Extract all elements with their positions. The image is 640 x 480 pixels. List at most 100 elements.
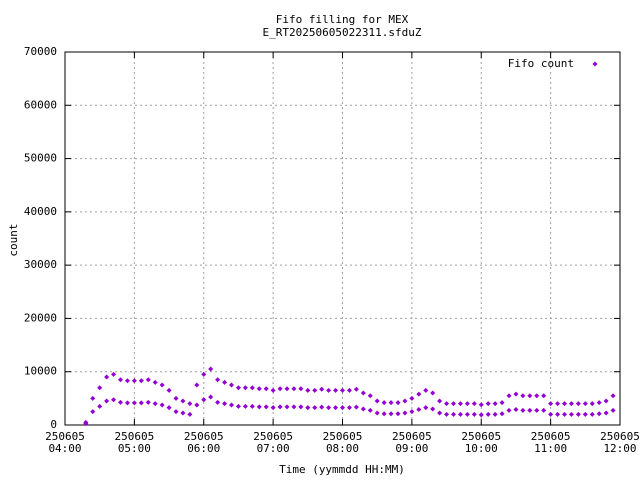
data-point <box>83 421 89 427</box>
x-tick-label: 250605 10:00 <box>461 430 501 455</box>
data-point <box>596 411 602 417</box>
data-point <box>541 407 547 413</box>
data-point <box>277 386 283 392</box>
data-point <box>610 407 616 413</box>
x-tick-label: 250605 05:00 <box>115 430 155 455</box>
data-point <box>589 411 595 417</box>
y-tick-label: 60000 <box>24 98 57 111</box>
data-point <box>124 400 130 406</box>
data-point <box>131 378 137 384</box>
data-point <box>381 411 387 417</box>
data-point <box>256 386 262 392</box>
data-point <box>423 405 429 411</box>
data-point <box>229 382 234 388</box>
y-axis-label: count <box>7 223 20 256</box>
data-point <box>215 377 221 383</box>
data-point <box>118 399 123 405</box>
data-point <box>298 386 304 392</box>
data-point <box>360 406 366 412</box>
data-point <box>409 409 415 415</box>
x-tick-label-line: 250605 <box>461 430 501 443</box>
data-point <box>166 387 172 393</box>
data-point <box>555 411 561 417</box>
data-point <box>471 401 477 407</box>
data-point <box>499 400 505 406</box>
x-tick-label-line: 250605 <box>45 430 85 443</box>
data-point <box>104 398 110 404</box>
data-point <box>159 382 165 388</box>
x-tick-label: 250605 06:00 <box>184 430 224 455</box>
plot-frame <box>64 51 621 426</box>
data-point <box>291 386 297 392</box>
data-point <box>312 387 318 393</box>
data-point <box>270 405 276 411</box>
data-point <box>568 401 574 407</box>
data-point <box>104 374 110 380</box>
data-point <box>173 395 179 401</box>
data-point <box>374 398 380 404</box>
data-point <box>513 407 519 413</box>
data-point <box>534 407 540 413</box>
x-tick-label: 250605 09:00 <box>392 430 432 455</box>
data-point <box>340 387 345 393</box>
data-point <box>173 409 179 415</box>
data-point <box>145 399 151 405</box>
data-point <box>548 411 554 417</box>
data-point <box>90 395 96 401</box>
data-point <box>346 387 352 393</box>
y-tick-label: 10000 <box>24 365 57 378</box>
data-point <box>305 405 311 411</box>
x-axis-label: Time (yymmdd HH:MM) <box>279 463 405 476</box>
y-tick-label: 30000 <box>24 258 57 271</box>
data-point <box>444 411 450 417</box>
x-tick-label: 250605 04:00 <box>45 430 85 455</box>
x-tick-label: 250605 11:00 <box>531 430 571 455</box>
data-point <box>90 409 96 415</box>
data-point <box>589 401 595 407</box>
data-point <box>187 411 193 417</box>
data-point <box>513 391 519 397</box>
data-point <box>235 385 241 391</box>
data-point <box>478 402 484 408</box>
data-point <box>409 395 415 401</box>
data-point <box>534 393 540 399</box>
data-point <box>97 385 103 391</box>
data-point <box>256 404 262 410</box>
data-point <box>145 377 151 383</box>
legend-label: Fifo count <box>508 57 574 70</box>
y-tick-label: 20000 <box>24 311 57 324</box>
y-tick-label: 50000 <box>24 152 57 165</box>
y-tick-label: 70000 <box>24 45 57 58</box>
data-point <box>367 393 373 399</box>
data-point <box>388 400 394 406</box>
data-point <box>492 401 498 407</box>
data-point <box>527 393 533 399</box>
data-point <box>215 399 221 405</box>
x-tick-label-line: 250605 <box>184 430 224 443</box>
data-point <box>291 404 297 410</box>
data-point <box>277 404 283 410</box>
data-point <box>305 387 311 393</box>
data-point <box>471 411 477 417</box>
x-tick-label-line: 07:00 <box>257 442 290 455</box>
data-point <box>353 404 359 410</box>
x-tick-label: 250605 08:00 <box>323 430 363 455</box>
data-point <box>555 401 561 407</box>
data-point <box>520 407 526 413</box>
data-point <box>575 411 581 417</box>
data-point <box>360 390 366 396</box>
data-point <box>374 410 380 416</box>
data-point <box>541 393 547 399</box>
data-point <box>208 366 214 372</box>
data-point <box>249 385 255 391</box>
data-point <box>367 407 373 413</box>
data-point <box>194 402 200 408</box>
data-point <box>520 393 526 399</box>
y-tick-label: 0 <box>50 418 57 431</box>
data-point <box>430 390 436 396</box>
data-point <box>242 385 248 391</box>
x-tick-label-line: 05:00 <box>118 442 151 455</box>
data-point <box>603 410 609 416</box>
x-tick-label-line: 250605 <box>531 430 571 443</box>
